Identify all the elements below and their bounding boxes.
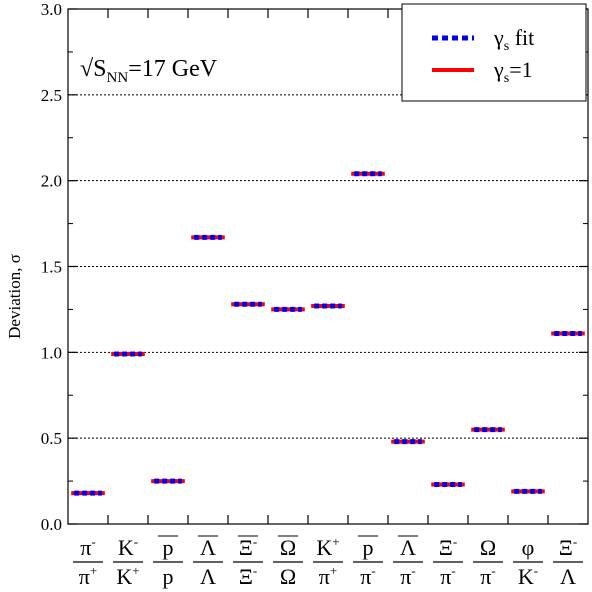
ratio-denominator: Λ: [200, 564, 216, 589]
y-tick-label: 2.5: [41, 86, 62, 105]
legend-label-gs-one: γs=1: [493, 57, 533, 86]
ratio-denominator: p: [163, 564, 174, 589]
annotation-nn: NN: [107, 70, 129, 86]
ratio-denominator: K+: [116, 563, 139, 589]
ratio-denominator: π-: [440, 563, 455, 589]
grid-lines: [68, 94, 588, 439]
x-category-label: Ξ- Λ: [553, 534, 583, 589]
ratio-numerator: Ξ-: [439, 534, 458, 560]
x-category-label: φ K-: [513, 535, 543, 589]
ratio-numerator: K-: [118, 534, 138, 560]
ratio-denominator: Λ: [560, 564, 576, 589]
x-axis-category-labels: π-π+K-K+ppΛΛΞ-Ξ-ΩΩK+π+pπ-Λπ-Ξ-π-Ωπ-φK-Ξ-…: [73, 534, 583, 589]
ratio-numerator: π-: [80, 534, 95, 560]
x-category-label: p π-: [353, 535, 383, 589]
y-tick-label: 1.5: [41, 258, 62, 277]
x-category-label: Ξ-π-: [433, 534, 463, 589]
ratio-numerator: Ξ-: [239, 534, 258, 560]
x-category-label: ΩΩ: [273, 535, 303, 589]
x-category-label: K- K+: [113, 534, 143, 589]
x-category-label: K+ π+: [313, 534, 343, 589]
ratio-denominator: Ω: [280, 564, 296, 589]
y-tick-label: 2.0: [41, 172, 62, 191]
x-category-label: ΛΛ: [193, 535, 223, 589]
ratio-denominator: π-: [400, 563, 415, 589]
ratio-denominator: K-: [518, 563, 538, 589]
ratio-numerator: Λ: [200, 535, 216, 560]
ratio-numerator: K+: [316, 534, 339, 560]
y-axis-label: Deviation, σ: [5, 254, 24, 339]
y-tick-label: 1.0: [41, 343, 62, 362]
ratio-numerator: Ω: [480, 535, 496, 560]
ratio-numerator: p: [163, 535, 174, 560]
x-category-label: pp: [153, 535, 183, 589]
ratio-denominator: π-: [360, 563, 375, 589]
ratio-denominator: π+: [319, 563, 337, 589]
legend: γs fit γs=1: [401, 3, 587, 102]
x-category-label: Ωπ-: [473, 535, 503, 589]
ratio-numerator: Ω: [280, 535, 296, 560]
x-category-label: π-π+: [73, 534, 103, 589]
data-marks: [71, 171, 585, 496]
ratio-numerator: p: [363, 535, 374, 560]
legend-box: [401, 3, 587, 102]
ratio-denominator: π+: [79, 563, 97, 589]
y-axis-tick-labels: 0.0 0.5 1.0 1.5 2.0 2.5 3.0: [41, 0, 62, 534]
energy-annotation: √SNN=17 GeV: [80, 56, 218, 86]
y-tick-label: 0.0: [41, 515, 62, 534]
y-tick-label: 0.5: [41, 429, 62, 448]
sqrt-symbol: √: [80, 56, 94, 82]
ratio-numerator: Ξ-: [559, 534, 578, 560]
y-tick-label: 3.0: [41, 0, 62, 19]
ratio-denominator: Ξ-: [239, 563, 258, 589]
legend-label-gs-fit: γs fit: [493, 25, 534, 54]
annotation-energy: =17 GeV: [128, 56, 218, 82]
x-category-label: Λπ-: [393, 535, 423, 589]
ratio-numerator: Λ: [400, 535, 416, 560]
ratio-numerator: φ: [522, 535, 535, 560]
x-category-label: Ξ- Ξ-: [233, 534, 263, 589]
annotation-s: S: [93, 56, 106, 82]
plot-frame: [67, 8, 589, 525]
ratio-denominator: π-: [480, 563, 495, 589]
